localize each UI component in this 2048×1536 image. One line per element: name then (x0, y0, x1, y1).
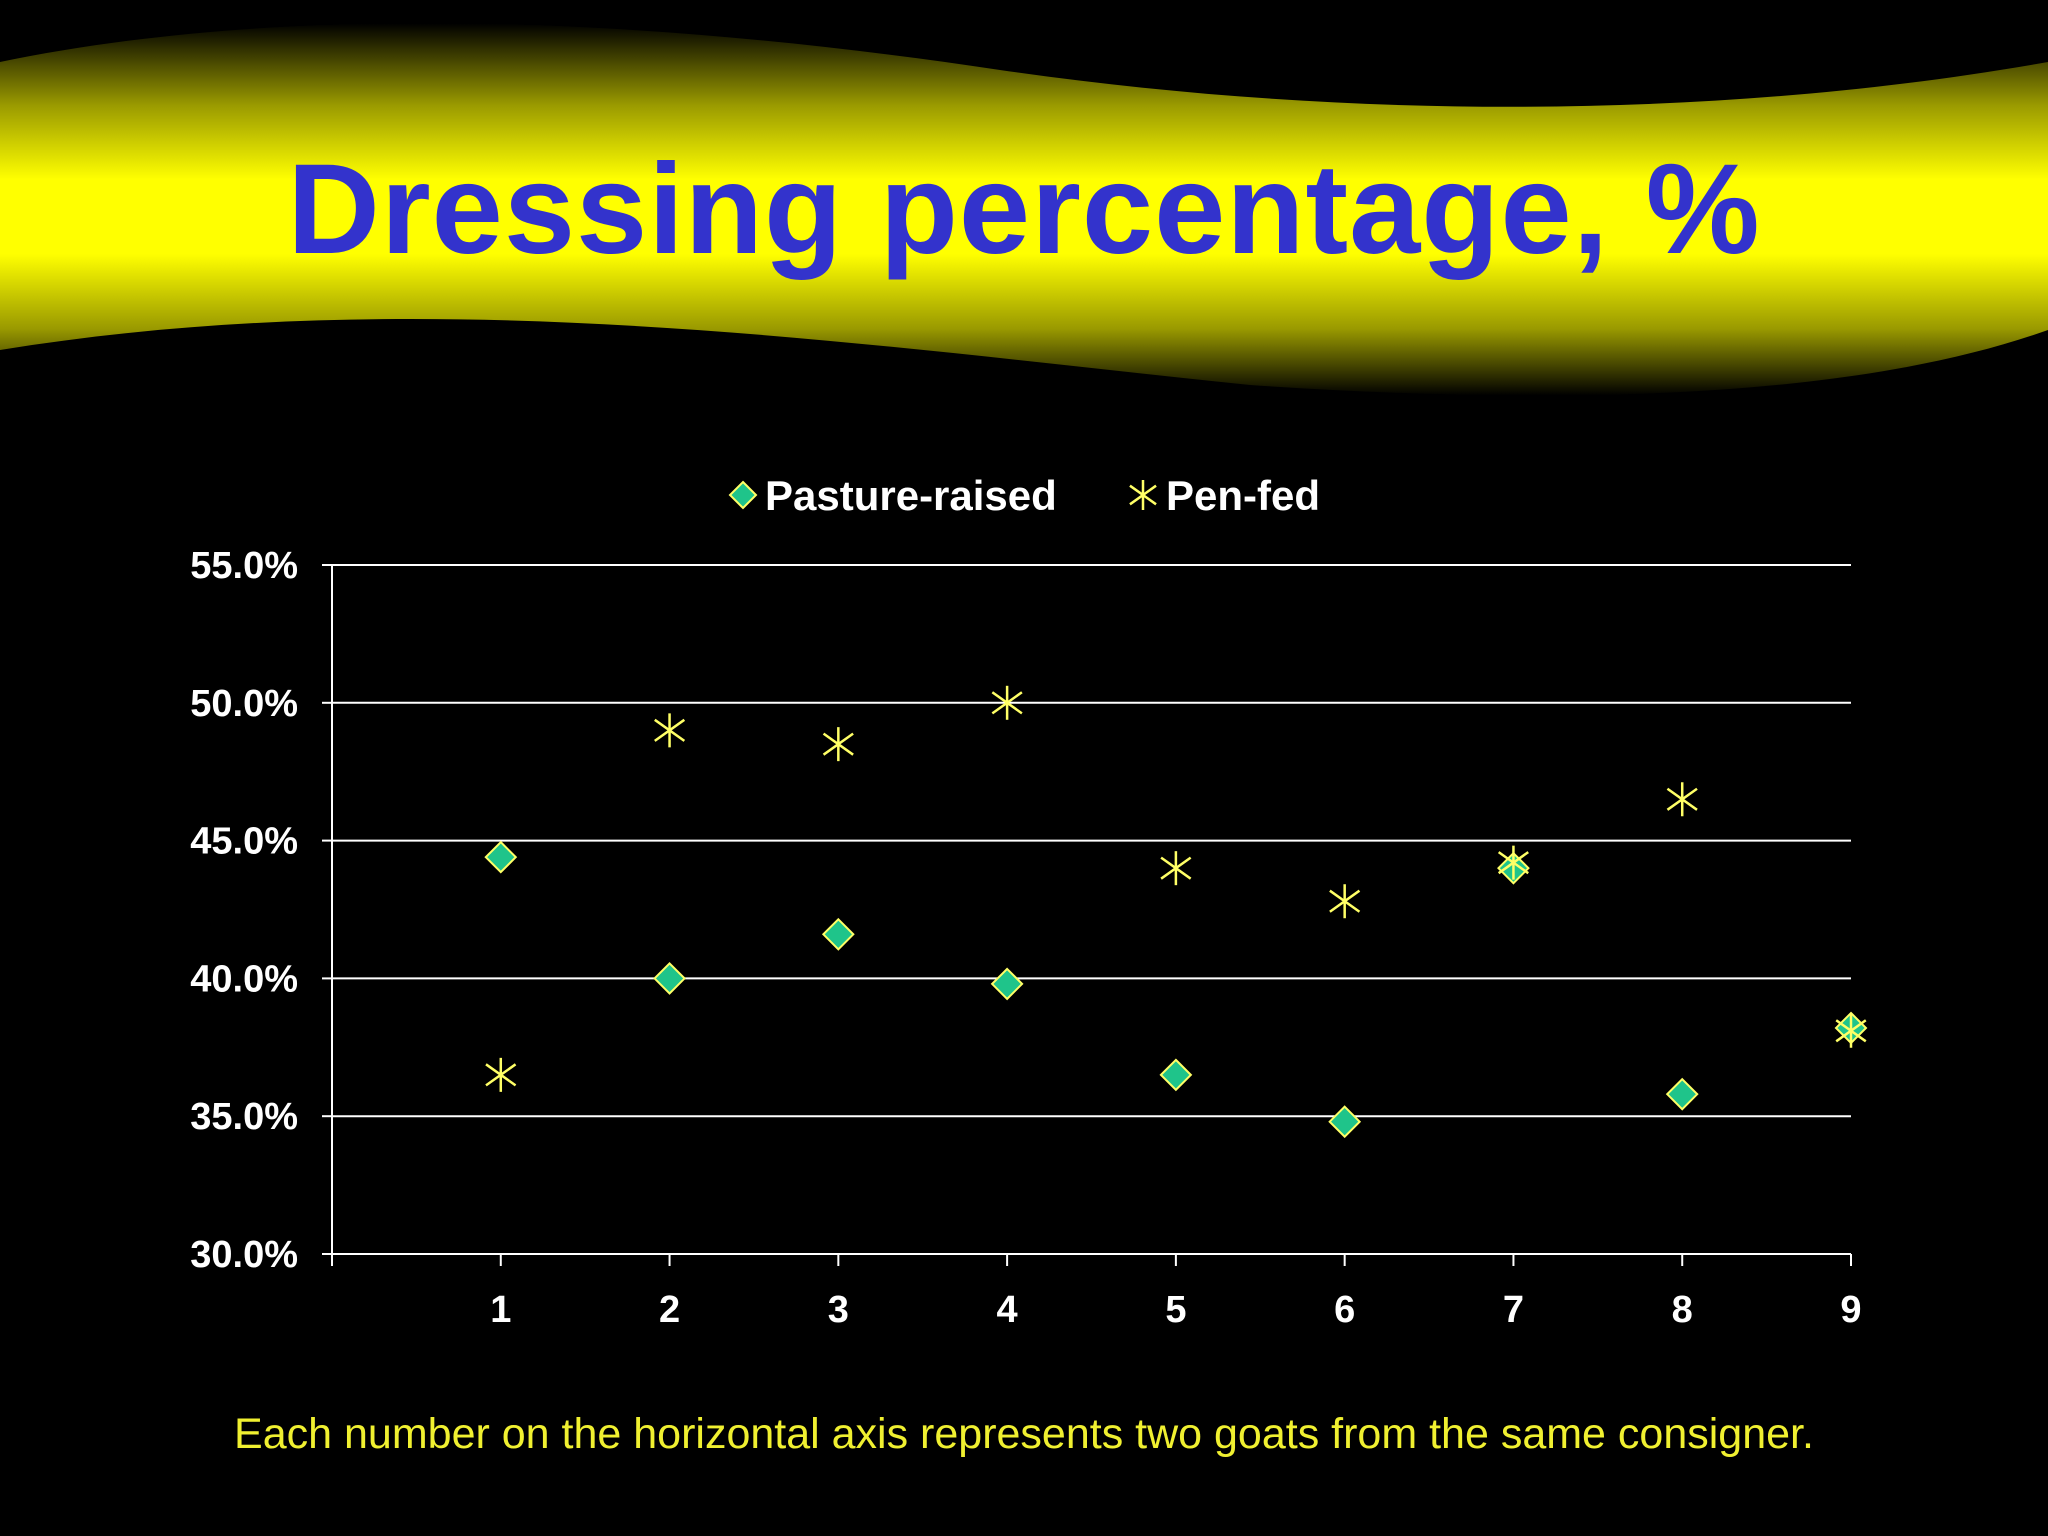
y-tick-label: 45.0% (190, 821, 298, 863)
pasture-raised-point (484, 840, 518, 874)
y-tick-label: 40.0% (190, 958, 298, 1000)
x-tick-label: 2 (659, 1289, 680, 1331)
gridlines (332, 564, 1851, 1118)
y-tick-labels: 55.0% 50.0% 45.0% 40.0% 35.0% 30.0% (190, 545, 298, 1276)
pen-fed-point (1835, 1013, 1867, 1048)
legend-marker-pen-fed (1129, 480, 1157, 510)
legend-marker-pasture-raised (728, 480, 758, 510)
pen-fed-point (654, 713, 686, 748)
x-tick-label: 1 (490, 1289, 511, 1331)
pasture-raised-point (1665, 1077, 1699, 1111)
footnote: Each number on the horizontal axis repre… (234, 1410, 1814, 1458)
slide-title: Dressing percentage, % (287, 138, 1761, 281)
x-tick-label: 8 (1672, 1289, 1693, 1331)
pasture-raised-point (821, 917, 855, 951)
pasture-raised-point (1328, 1105, 1362, 1139)
pasture-raised-point (990, 967, 1024, 1001)
data-points (484, 685, 1868, 1139)
scatter-chart: Pasture-raised Pen-fed 55.0% 50.0% 45.0% 40.… (190, 472, 1868, 1331)
pasture-raised-point (653, 961, 686, 995)
pen-fed-point (1160, 851, 1192, 886)
y-tick-label: 35.0% (190, 1096, 298, 1138)
chart-legend: Pasture-raised Pen-fed (728, 472, 1320, 519)
x-tick-labels: 1 2 3 4 5 6 7 8 9 (490, 1289, 1861, 1331)
pen-fed-point (1329, 884, 1361, 919)
x-tick-label: 9 (1840, 1289, 1861, 1331)
legend-label-pen-fed: Pen-fed (1166, 472, 1320, 519)
x-tick-label: 7 (1503, 1289, 1524, 1331)
y-tick-label: 55.0% (190, 545, 298, 587)
title-banner (0, 23, 2048, 396)
x-tick-label: 4 (997, 1289, 1018, 1331)
pen-fed-point (485, 1057, 517, 1092)
x-tick-label: 3 (828, 1289, 849, 1331)
x-tick-label: 6 (1334, 1289, 1355, 1331)
pen-fed-point (822, 727, 854, 762)
pen-fed-point (991, 685, 1023, 720)
pen-fed-point (1666, 782, 1698, 817)
pasture-raised-point (1159, 1058, 1193, 1092)
axes (322, 564, 1852, 1266)
pen-fed-point (1497, 845, 1529, 880)
x-tick-label: 5 (1165, 1289, 1186, 1331)
legend-label-pasture-raised: Pasture-raised (765, 472, 1057, 519)
y-tick-label: 50.0% (190, 683, 298, 725)
y-tick-label: 30.0% (190, 1234, 298, 1276)
